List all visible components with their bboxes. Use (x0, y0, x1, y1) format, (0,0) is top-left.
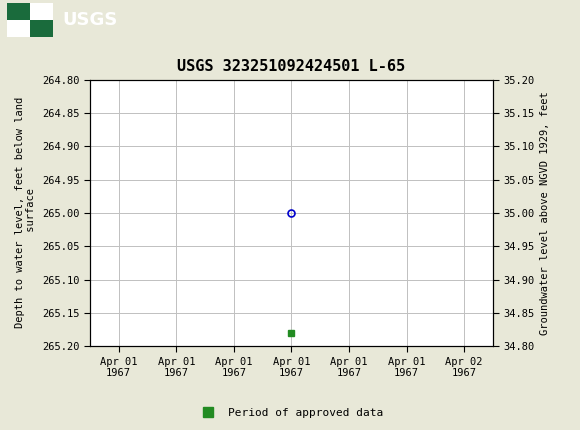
Y-axis label: Groundwater level above NGVD 1929, feet: Groundwater level above NGVD 1929, feet (540, 91, 550, 335)
FancyBboxPatch shape (7, 3, 30, 20)
Title: USGS 323251092424501 L-65: USGS 323251092424501 L-65 (177, 59, 405, 74)
FancyBboxPatch shape (30, 20, 53, 37)
Text: USGS: USGS (62, 11, 117, 29)
Legend: Period of approved data: Period of approved data (193, 403, 387, 422)
FancyBboxPatch shape (30, 3, 53, 20)
Y-axis label: Depth to water level, feet below land
 surface: Depth to water level, feet below land su… (15, 97, 37, 329)
FancyBboxPatch shape (7, 3, 53, 37)
FancyBboxPatch shape (7, 20, 30, 37)
